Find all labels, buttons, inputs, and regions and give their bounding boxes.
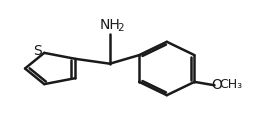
Text: O: O	[211, 78, 222, 92]
Text: CH₃: CH₃	[220, 78, 243, 91]
Text: 2: 2	[118, 23, 124, 33]
Text: NH: NH	[100, 18, 120, 32]
Text: S: S	[33, 45, 42, 58]
